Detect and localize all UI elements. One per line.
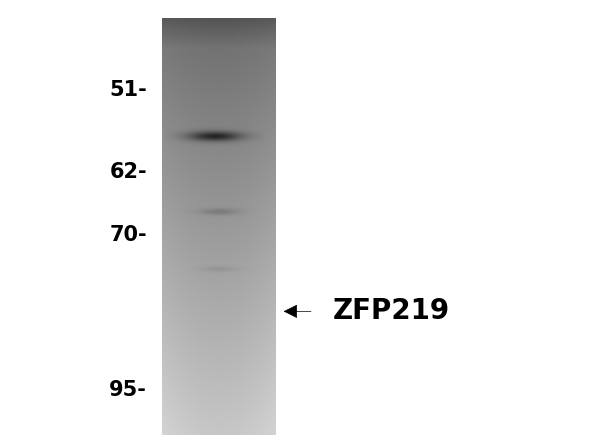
Text: 70-: 70- bbox=[109, 225, 147, 245]
Text: 62-: 62- bbox=[109, 163, 147, 182]
Text: 95-: 95- bbox=[109, 380, 147, 400]
Text: 51-: 51- bbox=[109, 80, 147, 99]
Text: ZFP219: ZFP219 bbox=[333, 297, 450, 325]
